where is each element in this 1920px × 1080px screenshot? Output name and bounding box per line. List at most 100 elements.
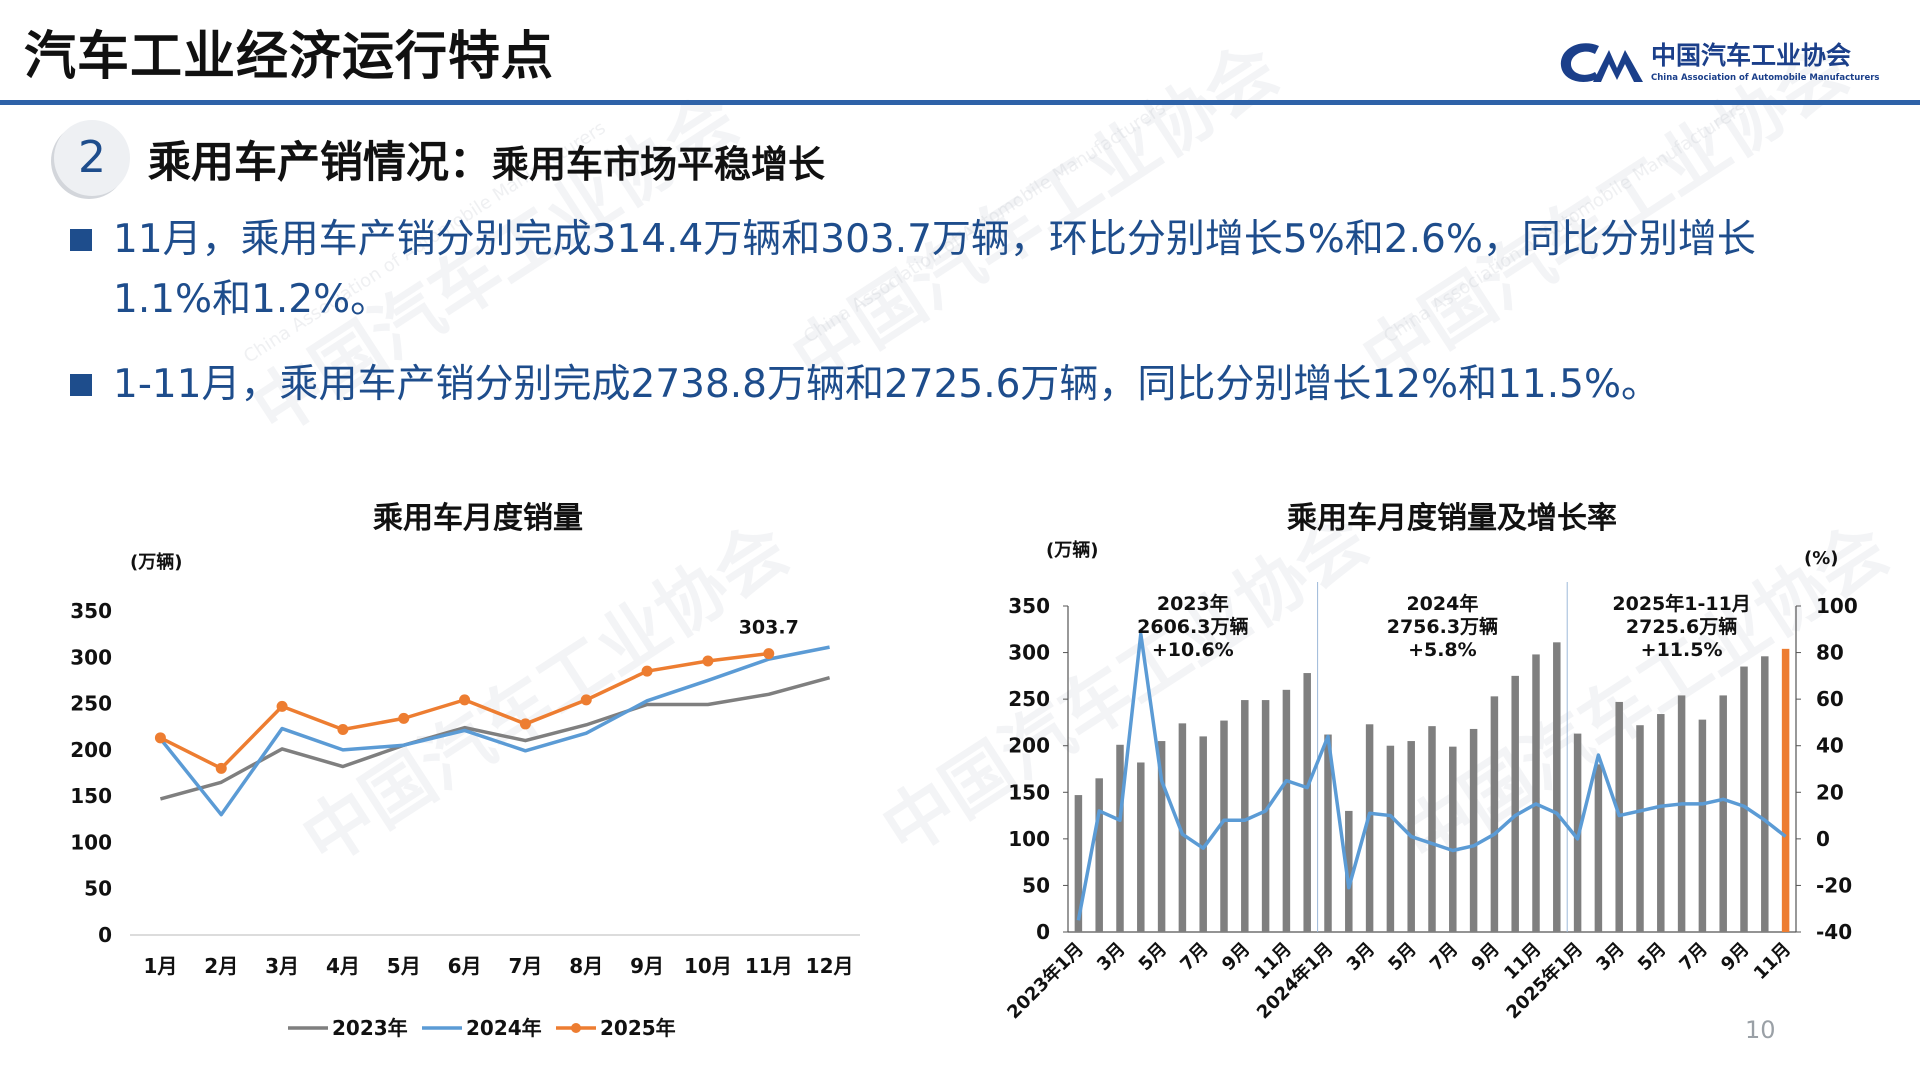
- chart2-bar: [1490, 696, 1499, 932]
- chart1-series-point: [215, 762, 227, 774]
- chart2-y-right-tick-label: 100: [1816, 594, 1858, 618]
- chart2-bar: [1553, 642, 1561, 932]
- chart2-x-tick-label: 3月: [1093, 939, 1129, 975]
- chart2-group-growth: +5.8%: [1408, 639, 1477, 661]
- chart2-title: 乘用车月度销量及增长率: [1287, 501, 1617, 536]
- chart1-series-line: [159, 645, 830, 817]
- chart2-x-tick-label: 5月: [1384, 939, 1420, 975]
- bullet-marker: [70, 229, 92, 251]
- bullet-text-2: 1-11月，乘用车产销分别完成2738.8万辆和2725.6万辆，同比分别增长1…: [113, 355, 1660, 415]
- chart2-bar: [1241, 700, 1249, 932]
- chart2-group-growth: +10.6%: [1152, 639, 1234, 661]
- chart2-y-left-tick-label: 50: [1022, 873, 1050, 897]
- chart2-bar: [1740, 666, 1748, 932]
- chart2-y-left-tick-label: 100: [1008, 827, 1050, 851]
- chart2-group-total: 2756.3万辆: [1387, 615, 1498, 638]
- bullet-2-line-1: 1-11月，乘用车产销分别完成2738.8万辆和2725.6万辆，同比分别增长1…: [113, 362, 1661, 407]
- chart1-x-tick-label: 8月: [569, 954, 603, 978]
- chart1-series-point: [398, 712, 410, 724]
- chart2-bar: [1282, 689, 1291, 932]
- chart2-bar: [1137, 762, 1145, 932]
- chart1-y-tick-label: 350: [70, 599, 112, 623]
- chart1-y-tick-label: 150: [70, 784, 112, 808]
- section-number-badge: 2: [54, 120, 130, 196]
- chart2-x-tick-label: 3月: [1343, 939, 1379, 975]
- caam-logo-icon: [1560, 43, 1643, 82]
- bullet-marker: [70, 374, 92, 396]
- chart1-x-tick-label: 9月: [630, 954, 664, 978]
- chart2-x-tick-label: 9月: [1218, 939, 1254, 975]
- chart2-bar: [1511, 675, 1519, 932]
- chart1-legend-marker: [571, 1023, 581, 1033]
- chart2-group-growth: +11.5%: [1641, 639, 1723, 661]
- monthly-sales-line-chart: 乘用车月度销量 (万辆) 0 50 100 150 200 250 300 350 1月 2月 3…: [70, 501, 860, 1040]
- chart2-group-total: 2725.6万辆: [1626, 615, 1737, 638]
- chart2-bar: [1303, 673, 1311, 932]
- chart2-bar: [1532, 654, 1540, 932]
- chart2-bar: [1345, 810, 1353, 932]
- bullet-text-1: 11月，乘用车产销分别完成314.4万辆和303.7万辆，环比分别增长5%和2.…: [113, 210, 1756, 330]
- chart2-x-tick-label: 7月: [1675, 939, 1711, 975]
- chart1-series-point: [702, 655, 714, 667]
- chart2-bar: [1324, 734, 1332, 932]
- chart2-bar: [1594, 764, 1603, 932]
- chart1-legend-label: 2024年: [466, 1016, 542, 1040]
- chart2-x-tick-label: 3月: [1592, 939, 1628, 975]
- chart2-y-right-tick-label: 60: [1816, 687, 1844, 711]
- chart1-x-tick-label: 1月: [143, 954, 177, 978]
- chart1-legend-label: 2025年: [600, 1016, 676, 1040]
- chart1-x-tick-label: 11月: [745, 954, 793, 978]
- chart2-bar: [1386, 745, 1395, 932]
- chart2-x-tick-label: 7月: [1426, 939, 1462, 975]
- chart2-x-tick-label: 5月: [1135, 939, 1171, 975]
- chart1-y-tick-label: 50: [84, 877, 112, 901]
- chart2-bar: [1178, 723, 1187, 932]
- chart1-series-point: [337, 723, 349, 735]
- bullet-1-line-1: 11月，乘用车产销分别完成314.4万辆和303.7万辆，环比分别增长5%和2.…: [113, 217, 1756, 262]
- chart2-bar: [1657, 714, 1665, 932]
- section-title-main: 乘用车产销情况：: [148, 138, 492, 188]
- chart1-series-point: [154, 732, 166, 744]
- chart2-bar: [1761, 656, 1769, 932]
- chart2-x-tick-label: 2023年1月: [1003, 938, 1088, 1023]
- chart1-x-tick-label: 5月: [387, 954, 421, 978]
- monthly-sales-growth-chart: 乘用车月度销量及增长率 (万辆) (%) 0501001502002503003…: [1003, 501, 1858, 1023]
- section-number: 2: [78, 132, 106, 183]
- chart1-legend-label: 2023年: [332, 1016, 408, 1040]
- chart2-bar: [1220, 720, 1228, 932]
- chart2-group-title: 2025年1-11月: [1612, 592, 1750, 615]
- chart1-series-point: [276, 700, 288, 712]
- chart2-bar: [1469, 728, 1478, 932]
- chart2-x-tick-label: 11月: [1750, 939, 1795, 984]
- chart1-series-point: [763, 648, 775, 660]
- chart2-bar: [1095, 778, 1103, 932]
- chart1-series-point: [641, 665, 653, 677]
- chart2-bar: [1428, 726, 1436, 932]
- chart2-bar: [1677, 695, 1686, 932]
- chart1-y-tick-label: 200: [70, 738, 112, 762]
- chart2-group-title: 2024年: [1406, 592, 1478, 615]
- chart1-x-tick-label: 10月: [684, 954, 732, 978]
- caam-logo: 中国汽车工业协会 China Association of Automobile…: [1555, 36, 1900, 92]
- page-header-title: 汽车工业经济运行特点: [24, 27, 555, 87]
- chart2-bar: [1261, 700, 1270, 932]
- chart1-title: 乘用车月度销量: [373, 501, 583, 536]
- chart2-y-left-tick-label: 200: [1008, 734, 1050, 758]
- chart1-series-line: [159, 675, 831, 801]
- chart1-x-tick-label: 6月: [448, 954, 482, 978]
- page-number: 10: [1745, 1016, 1776, 1044]
- chart2-y-right-tick-label: 80: [1816, 641, 1844, 665]
- chart2-y-left-tick-label: 350: [1008, 594, 1050, 618]
- chart1-data-label: 303.7: [739, 617, 799, 639]
- chart1-y-tick-label: 100: [70, 830, 112, 854]
- logo-text-cn: 中国汽车工业协会: [1651, 41, 1852, 70]
- chart2-y-unit-right: (%): [1804, 548, 1839, 569]
- chart2-bar: [1157, 741, 1166, 932]
- chart1-series-line: [159, 651, 769, 771]
- chart2-y-left-tick-label: 0: [1036, 920, 1050, 944]
- chart2-bar: [1365, 724, 1374, 932]
- chart2-bar: [1449, 746, 1457, 932]
- chart2-y-right-tick-label: -20: [1816, 873, 1852, 897]
- chart2-bar: [1199, 736, 1207, 932]
- section-title: 乘用车产销情况：乘用车市场平稳增长: [148, 128, 825, 190]
